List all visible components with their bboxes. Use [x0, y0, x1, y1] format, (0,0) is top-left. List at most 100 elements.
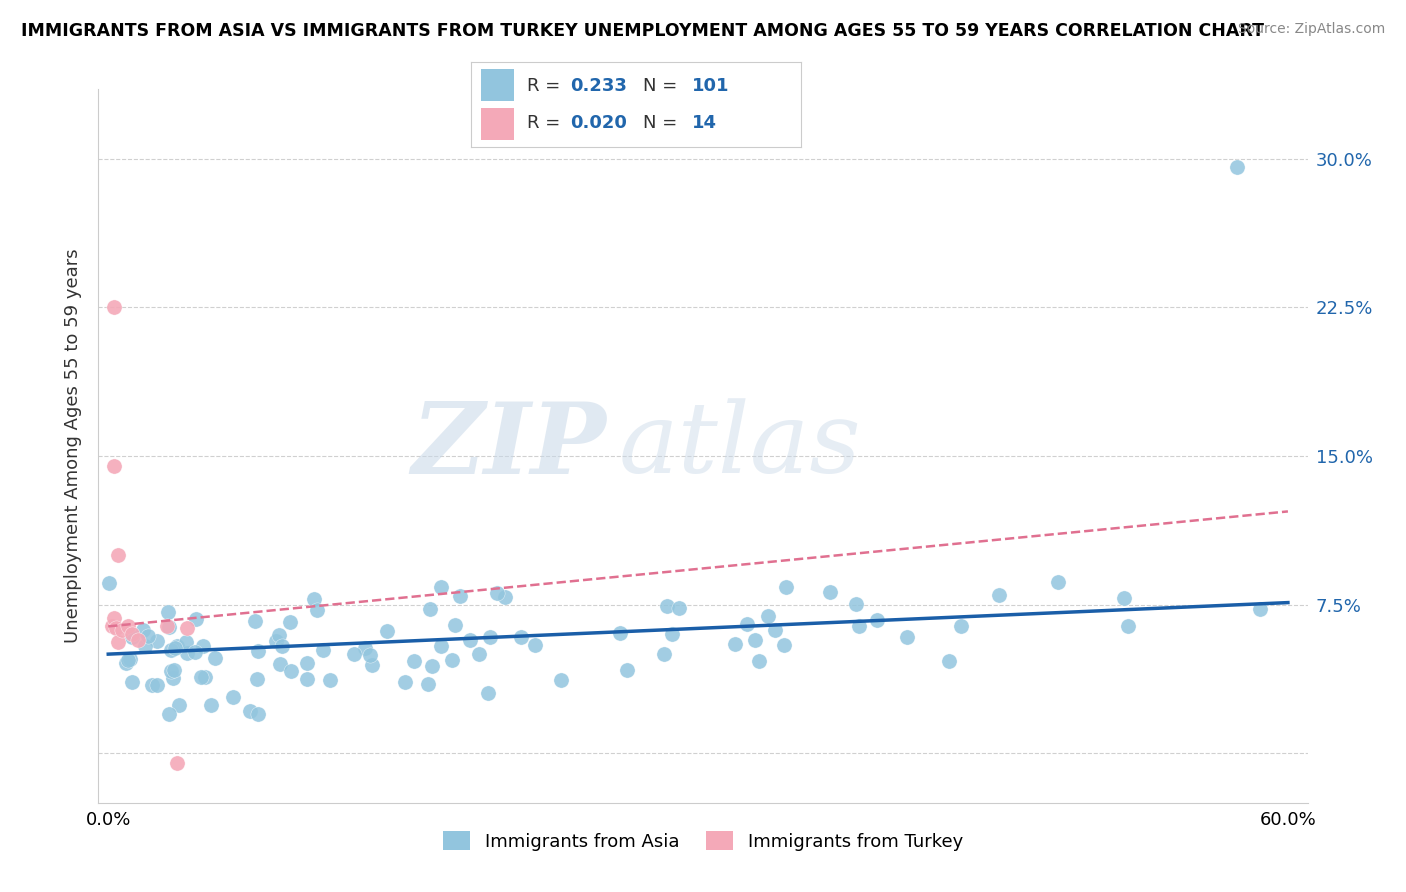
Text: N =: N =: [643, 78, 683, 95]
Point: [609, 625, 631, 640]
Point: [440, 653, 463, 667]
Point: [818, 585, 841, 599]
Point: [183, 645, 205, 659]
Point: [668, 600, 690, 615]
Point: [295, 657, 318, 671]
Point: [661, 627, 683, 641]
Point: [127, 633, 149, 648]
Text: atlas: atlas: [619, 399, 860, 493]
Point: [343, 647, 366, 661]
Point: [97, 575, 120, 590]
Point: [280, 665, 302, 679]
Text: R =: R =: [527, 78, 567, 95]
Point: [510, 630, 533, 644]
Point: [117, 619, 139, 633]
Point: [156, 619, 179, 633]
Point: [772, 638, 794, 652]
Point: [724, 637, 747, 651]
Point: [394, 674, 416, 689]
Point: [404, 654, 426, 668]
Point: [239, 704, 262, 718]
Point: [107, 635, 129, 649]
Point: [375, 624, 398, 639]
Point: [744, 632, 766, 647]
Text: 0.233: 0.233: [571, 78, 627, 95]
Text: IMMIGRANTS FROM ASIA VS IMMIGRANTS FROM TURKEY UNEMPLOYMENT AMONG AGES 55 TO 59 : IMMIGRANTS FROM ASIA VS IMMIGRANTS FROM …: [21, 22, 1264, 40]
Legend: Immigrants from Asia, Immigrants from Turkey: Immigrants from Asia, Immigrants from Tu…: [436, 824, 970, 858]
Point: [302, 592, 325, 607]
Y-axis label: Unemployment Among Ages 55 to 59 years: Unemployment Among Ages 55 to 59 years: [63, 249, 82, 643]
Text: N =: N =: [643, 114, 683, 132]
Point: [270, 639, 292, 653]
Point: [848, 619, 870, 633]
Point: [1112, 591, 1135, 605]
Point: [166, 639, 188, 653]
Point: [295, 672, 318, 686]
Point: [103, 611, 125, 625]
Point: [184, 612, 207, 626]
Point: [419, 602, 441, 616]
Point: [243, 614, 266, 628]
Point: [134, 639, 156, 653]
Point: [146, 634, 169, 648]
Point: [121, 674, 143, 689]
Point: [775, 580, 797, 594]
Point: [479, 630, 502, 644]
Point: [132, 624, 155, 638]
Point: [247, 706, 270, 721]
Text: R =: R =: [527, 114, 567, 132]
Point: [486, 585, 509, 599]
Point: [756, 609, 779, 624]
Point: [162, 663, 184, 677]
Point: [468, 647, 491, 661]
Point: [115, 656, 138, 670]
Point: [157, 706, 180, 721]
Point: [200, 698, 222, 712]
FancyBboxPatch shape: [481, 108, 515, 140]
Point: [176, 646, 198, 660]
Text: ZIP: ZIP: [412, 398, 606, 494]
Point: [146, 678, 169, 692]
Point: [247, 644, 270, 658]
Point: [1249, 601, 1271, 615]
Point: [107, 548, 129, 562]
Point: [162, 671, 184, 685]
Point: [449, 590, 471, 604]
Point: [204, 651, 226, 665]
Point: [159, 643, 181, 657]
Point: [657, 599, 679, 614]
Point: [312, 642, 335, 657]
Point: [156, 605, 179, 619]
Point: [174, 635, 197, 649]
FancyBboxPatch shape: [481, 70, 515, 102]
Point: [354, 640, 377, 655]
Point: [494, 590, 516, 604]
Point: [194, 670, 217, 684]
Point: [361, 657, 384, 672]
Point: [191, 639, 214, 653]
Point: [1046, 574, 1069, 589]
Point: [550, 673, 572, 688]
Point: [163, 641, 186, 656]
Point: [523, 638, 546, 652]
Point: [735, 617, 758, 632]
Point: [166, 756, 188, 771]
Text: Source: ZipAtlas.com: Source: ZipAtlas.com: [1237, 22, 1385, 37]
Point: [160, 664, 183, 678]
Point: [444, 617, 467, 632]
Point: [267, 628, 290, 642]
Point: [458, 632, 481, 647]
Point: [416, 677, 439, 691]
Point: [269, 657, 291, 671]
Point: [103, 300, 125, 314]
Point: [430, 580, 453, 594]
Point: [430, 639, 453, 653]
Point: [1226, 160, 1249, 174]
Point: [1116, 618, 1139, 632]
Point: [616, 663, 638, 677]
Text: 101: 101: [692, 78, 730, 95]
Point: [652, 647, 675, 661]
Point: [763, 623, 786, 637]
Point: [748, 654, 770, 668]
Point: [420, 658, 443, 673]
